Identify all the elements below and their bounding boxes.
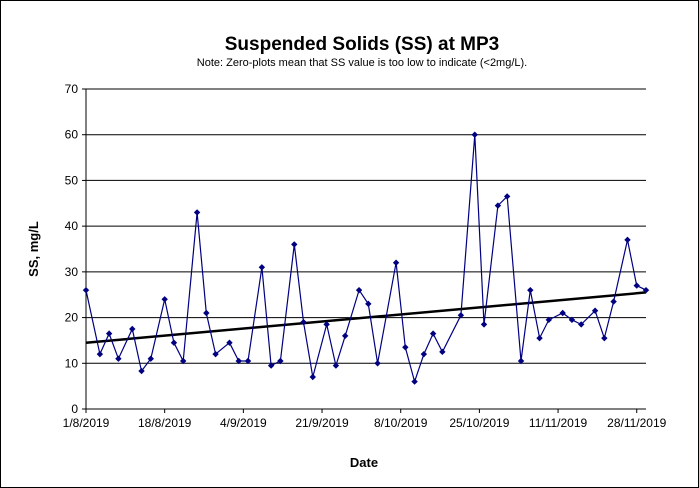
- data-point: [536, 334, 543, 342]
- y-tick-label: 10: [65, 356, 79, 370]
- data-point: [480, 321, 488, 328]
- data-point: [309, 373, 316, 381]
- y-tick-label: 60: [65, 128, 79, 142]
- data-point: [147, 355, 154, 362]
- data-point: [193, 209, 201, 216]
- data-point: [527, 286, 534, 294]
- y-axis-label: SS, mg/L: [26, 221, 41, 277]
- data-point: [258, 264, 266, 271]
- data-point: [591, 307, 599, 314]
- data-point: [545, 316, 553, 324]
- data-point: [179, 357, 187, 365]
- data-point: [203, 309, 210, 317]
- data-point: [170, 339, 178, 346]
- data-point: [578, 321, 585, 328]
- data-point: [226, 339, 233, 346]
- data-point: [82, 286, 90, 294]
- data-point: [96, 350, 104, 358]
- data-point: [323, 321, 330, 328]
- data-point: [517, 357, 525, 365]
- data-point: [161, 296, 168, 303]
- data-point: [624, 236, 631, 244]
- data-point: [568, 316, 576, 324]
- data-point: [115, 355, 122, 362]
- x-tick-label: 1/8/2019: [63, 416, 110, 430]
- data-point: [129, 325, 136, 333]
- data-point: [559, 309, 566, 317]
- data-point: [244, 357, 252, 365]
- x-tick-label: 28/11/2019: [607, 416, 666, 430]
- trend-layer: [85, 291, 647, 344]
- axis-layer: [82, 88, 646, 413]
- data-point: [494, 202, 502, 209]
- x-tick-label: 18/8/2019: [138, 416, 192, 430]
- x-tick-label: 25/10/2019: [449, 416, 509, 430]
- y-tick-label: 30: [65, 265, 79, 279]
- data-point: [332, 362, 340, 369]
- data-point: [374, 360, 381, 367]
- data-point: [642, 286, 650, 294]
- y-tick-label: 50: [65, 173, 79, 187]
- data-point: [429, 330, 437, 337]
- data-point: [420, 350, 428, 358]
- data-point: [411, 378, 418, 385]
- series-line: [85, 134, 647, 384]
- data-point: [601, 334, 608, 342]
- trendline: [85, 291, 647, 344]
- data-point: [138, 367, 145, 375]
- tick-layer: 0 10 20 30 40 50 60 70 1/8/2019 18/8/2019 4/9/2019…: [63, 82, 667, 430]
- data-point: [503, 193, 511, 200]
- data-point: [610, 298, 617, 305]
- data-point: [365, 300, 372, 308]
- y-tick-label: 0: [71, 402, 78, 416]
- chart-subtitle: Note: Zero-plots mean that SS value is t…: [197, 57, 527, 69]
- data-point: [439, 348, 446, 356]
- data-point: [457, 312, 465, 319]
- data-point: [300, 318, 307, 326]
- series-layer: [82, 131, 650, 385]
- data-point: [105, 330, 113, 337]
- chart-title: Suspended Solids (SS) at MP3: [225, 34, 500, 55]
- x-tick-label: 21/9/2019: [295, 416, 349, 430]
- data-point: [267, 362, 275, 369]
- data-point: [392, 259, 400, 266]
- y-tick-label: 20: [65, 311, 79, 325]
- data-point: [471, 131, 478, 138]
- x-axis-label: Date: [350, 455, 378, 470]
- data-point: [633, 282, 640, 289]
- data-point: [291, 241, 298, 248]
- x-tick-label: 8/10/2019: [374, 416, 428, 430]
- data-point: [402, 344, 409, 351]
- y-tick-label: 70: [65, 82, 79, 96]
- data-point: [277, 357, 284, 365]
- x-tick-label: 11/11/2019: [529, 416, 588, 430]
- data-point: [355, 286, 363, 294]
- data-point: [212, 350, 219, 358]
- data-point: [341, 332, 349, 340]
- data-point: [235, 357, 242, 365]
- x-tick-label: 4/9/2019: [220, 416, 267, 430]
- y-tick-label: 40: [65, 219, 79, 233]
